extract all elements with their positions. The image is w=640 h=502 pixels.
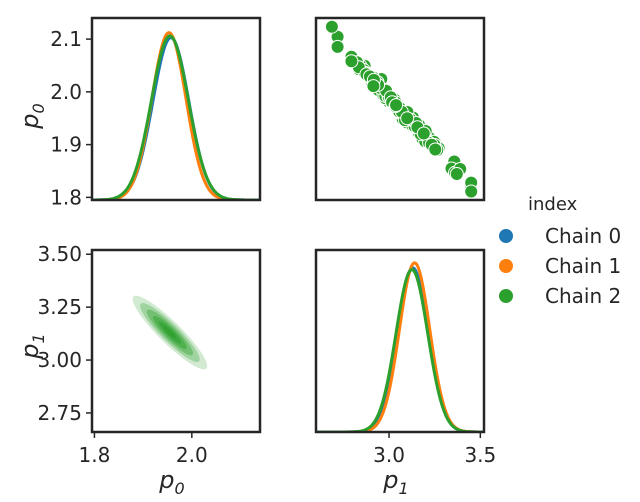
y-p1-tick-label: 3.25 — [37, 295, 82, 319]
scatter-point — [416, 126, 431, 141]
kde-line-p1-chain-2 — [316, 268, 484, 432]
legend-label-chain-2: Chain 2 — [545, 284, 621, 308]
scatter-point — [400, 111, 415, 126]
y-p1-tick-label: 3.00 — [37, 348, 82, 372]
y-p0-tick-label: 1.8 — [50, 185, 82, 209]
legend-marker-chain-0 — [499, 229, 513, 243]
legend-marker-chain-1 — [499, 259, 513, 273]
y-p0-tick-label: 1.9 — [50, 133, 82, 157]
y-p1-tick-label: 2.75 — [37, 401, 82, 425]
y-axis-label-p1: p1 — [16, 333, 48, 359]
y-p0-tick-label: 2.0 — [50, 80, 82, 104]
y-p0-tick-label: 2.1 — [50, 27, 82, 51]
contour-level-5 — [163, 326, 177, 339]
y-p1-tick-label: 3.50 — [37, 242, 82, 266]
kde-line-p1-chain-0 — [316, 266, 484, 432]
panel-frame-bottom-right — [314, 248, 486, 434]
kde-line-p0-chain-2 — [92, 34, 260, 200]
scatter-point — [344, 54, 359, 69]
kde-line-p1-chain-1 — [316, 261, 484, 432]
scatter-point — [464, 184, 479, 199]
panel-frame-top-left — [90, 16, 262, 202]
panel-frame-bottom-left — [90, 248, 262, 434]
x-axis-label-p1: p1 — [382, 466, 408, 498]
y-axis-label-p0: p0 — [16, 103, 48, 129]
legend-label-chain-0: Chain 0 — [545, 224, 621, 248]
kde-line-p0-chain-1 — [92, 30, 260, 200]
tick-labels: 1.8 1.9 2.0 2.1 2.75 3.00 3.25 3.50 1.8 2.0 3.0 3.5 — [37, 27, 496, 467]
scatter-point — [449, 167, 464, 181]
x-p1-tick-label: 3.0 — [373, 443, 405, 467]
panel-frame-top-right — [314, 16, 486, 202]
kde-p1-panel — [316, 261, 484, 432]
legend-label-chain-1: Chain 1 — [545, 254, 621, 278]
contour-p0-p1-panel — [132, 295, 208, 370]
scatter-point — [389, 98, 404, 113]
scatter-point — [366, 79, 381, 94]
x-p0-tick-label: 2.0 — [176, 443, 208, 467]
kde-p0-panel — [92, 30, 260, 200]
x-axis-label-p0: p0 — [158, 466, 184, 498]
kde-line-p0-chain-0 — [92, 36, 260, 200]
legend-title: index — [528, 194, 578, 215]
x-p1-tick-label: 3.5 — [464, 443, 496, 467]
scatter-p1-p0-panel — [324, 19, 479, 199]
legend: index Chain 0 Chain 1 Chain 2 — [499, 194, 621, 308]
scatter-point — [428, 142, 443, 157]
legend-marker-chain-2 — [499, 289, 513, 303]
x-p0-tick-label: 1.8 — [79, 443, 111, 467]
svg-text:p0: p0 — [16, 103, 48, 129]
scatter-point — [330, 39, 345, 54]
scatter-point — [324, 19, 339, 34]
svg-text:p1: p1 — [16, 333, 48, 359]
